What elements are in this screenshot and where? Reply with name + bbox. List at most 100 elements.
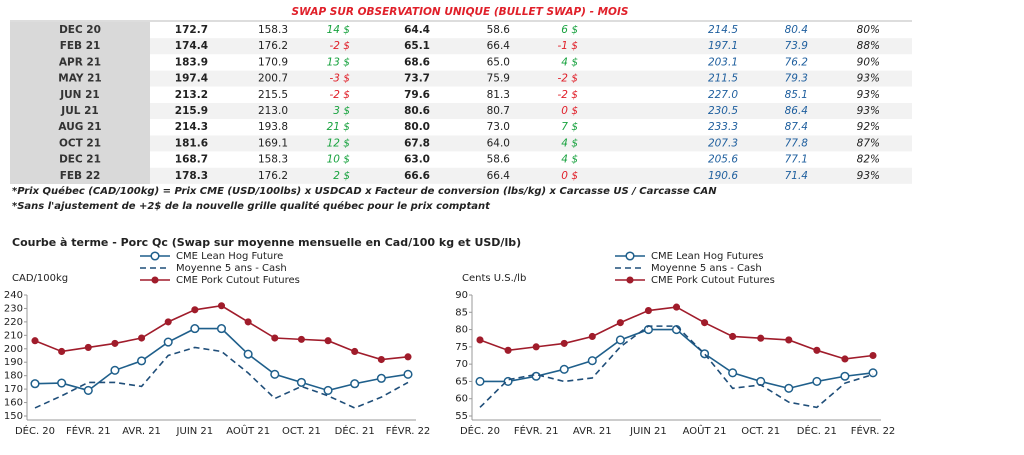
table-cell: OCT 21: [59, 137, 101, 149]
footnote: *Sans l'ajustement de +2$ de la nouvelle…: [12, 200, 491, 212]
legend-marker: [150, 251, 160, 261]
legend-label: CME Lean Hog Future: [176, 251, 283, 262]
point: [504, 346, 512, 354]
table-cell: 203.1: [708, 56, 738, 68]
x-tick-label: AOÛT 21: [226, 424, 270, 437]
table-cell: 190.6: [708, 170, 738, 182]
point: [475, 376, 485, 386]
table-cell: JUN 21: [59, 89, 100, 101]
y-tick-label: 90: [455, 290, 468, 301]
point: [83, 385, 93, 396]
point: [30, 379, 40, 389]
series-line: [479, 325, 874, 409]
y-tick-label: 180: [4, 371, 23, 382]
x-tick-label: JUIN 21: [629, 426, 667, 437]
point: [271, 334, 279, 342]
table-cell: 178.3: [175, 170, 208, 182]
table-cell: 75.9: [487, 73, 510, 85]
table-cell: 207.3: [708, 137, 738, 149]
table-cell: 4 $: [561, 154, 578, 166]
point: [190, 324, 200, 334]
y-tick-label: 150: [4, 411, 23, 422]
table-cell: 58.6: [487, 154, 511, 166]
legend-label: Moyenne 5 ans - Cash: [651, 263, 762, 274]
x-tick-label: OCT. 21: [282, 426, 321, 437]
table-cell: 168.7: [175, 154, 208, 166]
y-tick-label: 170: [4, 384, 23, 395]
table-cell: 68.6: [404, 56, 430, 68]
table-cell: 213.0: [258, 105, 288, 117]
y-tick-label: 55: [455, 411, 468, 422]
table-cell: JUL 21: [60, 105, 98, 117]
table-cell: 4 $: [561, 56, 578, 68]
point: [868, 368, 878, 378]
table-cell: 0 $: [561, 170, 578, 182]
table-cell: 64.4: [404, 24, 430, 36]
point: [729, 332, 737, 341]
point: [111, 339, 119, 347]
table-cell: DEC 20: [59, 24, 101, 36]
table-cell: FEB 21: [60, 40, 101, 52]
point: [757, 334, 765, 342]
table-cell: 80.4: [785, 24, 808, 36]
table-cell: 205.6: [708, 154, 738, 166]
point: [58, 347, 66, 356]
section-title: Courbe à terme - Porc Qc (Swap sur moyen…: [12, 236, 521, 249]
table-cell: 174.4: [175, 40, 208, 52]
table-cell: 158.3: [258, 24, 288, 36]
series-line: [34, 346, 409, 409]
table-cell: 77.8: [785, 137, 809, 149]
row-band: [150, 70, 912, 87]
table-cell: 3 $: [333, 105, 350, 117]
table-cell: 230.5: [708, 105, 738, 117]
y-axis-label: Cents U.S./lb: [462, 273, 526, 284]
table-cell: 80.7: [487, 105, 510, 117]
x-tick-label: OCT. 21: [741, 426, 780, 437]
table-cell: 169.1: [258, 137, 288, 149]
table-cell: 82%: [857, 154, 880, 166]
y-tick-label: 65: [455, 376, 468, 387]
table-cell: 6 $: [561, 24, 578, 36]
table-cell: 181.6: [175, 137, 208, 149]
point: [784, 383, 794, 393]
point: [57, 378, 67, 388]
point: [376, 373, 386, 383]
table-cell: 215.9: [175, 105, 208, 117]
table-cell: 227.0: [708, 89, 738, 101]
x-tick-label: AVR. 21: [573, 426, 612, 437]
table-cell: 214.5: [708, 24, 738, 36]
table-cell: 85.1: [785, 89, 808, 101]
table-cell: 215.5: [258, 89, 288, 101]
legend-marker: [625, 251, 635, 261]
point: [270, 369, 280, 379]
table-cell: 63.0: [404, 154, 430, 166]
y-tick-label: 85: [455, 307, 468, 318]
point: [404, 353, 412, 361]
point: [840, 371, 850, 381]
table-cell: 81.3: [487, 89, 510, 101]
row-band: [150, 38, 912, 55]
table-cell: 73.7: [404, 73, 430, 85]
point: [701, 319, 709, 327]
table-cell: 73.9: [785, 40, 809, 52]
table-cell: 4 $: [561, 137, 578, 149]
table-cell: 90%: [857, 56, 880, 68]
y-tick-label: 160: [4, 398, 23, 409]
table-cell: 87%: [857, 137, 880, 149]
legend-marker: [626, 276, 634, 284]
x-tick-label: FÉVR. 21: [514, 424, 559, 437]
table-cell: 213.2: [175, 89, 208, 101]
table-cell: -2 $: [330, 40, 351, 52]
table-cell: 79.6: [404, 89, 430, 101]
table-cell: APR 21: [59, 56, 101, 68]
x-tick-label: JUIN 21: [176, 426, 214, 437]
table-cell: 197.4: [175, 73, 208, 85]
y-tick-label: 220: [4, 317, 23, 328]
table-cell: 193.8: [258, 121, 288, 133]
table-cell: 87.4: [785, 121, 808, 133]
y-tick-label: 190: [4, 357, 23, 368]
point: [191, 306, 199, 314]
x-tick-label: DÉC. 20: [460, 424, 500, 437]
table-cell: 93%: [857, 105, 880, 117]
table-cell: 65.1: [404, 40, 430, 52]
